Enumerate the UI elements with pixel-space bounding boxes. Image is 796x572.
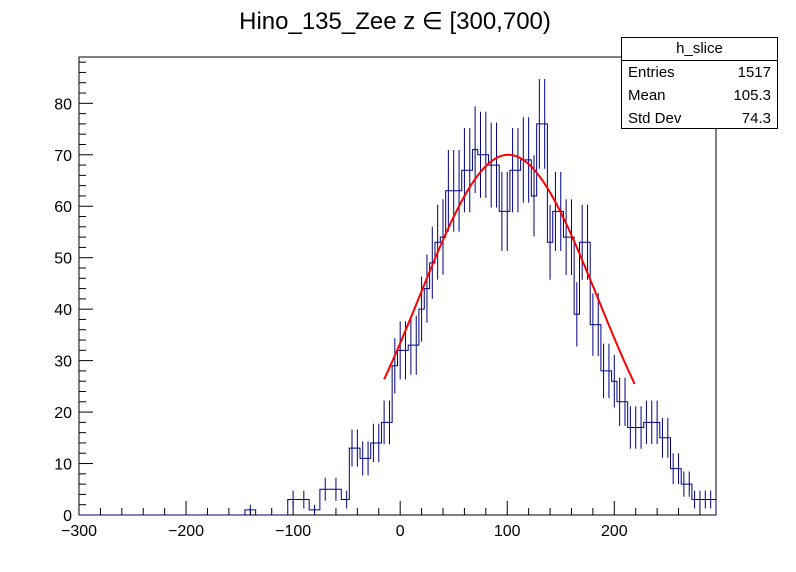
x-tick-label: 200 [601,523,628,540]
x-tick-label: −100 [275,523,311,540]
x-axis: −300 −200 −100 0 100 200 [61,501,701,540]
x-tick-label: 0 [396,523,405,540]
stats-row-stddev: Std Dev 74.3 [622,107,777,130]
stats-label: Entries [628,64,675,81]
chart-title: Hino_135_Zee z ∈ [300,700) [239,8,551,35]
fit-curve-group [383,153,636,385]
stats-value: 105.3 [733,87,771,104]
error-bars [249,79,712,515]
fit-curve [383,153,636,385]
stats-value: 1517 [737,64,771,81]
y-tick-label: 80 [54,96,72,113]
y-tick-label: 40 [54,302,72,319]
stats-box: h_slice Entries 1517 Mean 105.3 Std Dev … [621,37,778,129]
y-tick-label: 0 [63,508,72,525]
stats-value: 74.3 [741,110,771,127]
x-tick-label: 100 [494,523,521,540]
stats-row-mean: Mean 105.3 [622,84,777,107]
y-tick-label: 10 [54,457,72,474]
x-tick-label: −200 [168,523,204,540]
y-tick-label: 70 [54,148,72,165]
y-tick-label: 30 [54,354,72,371]
histogram-outline [79,123,717,516]
y-tick-label: 60 [54,199,72,216]
x-tick-label: −300 [61,523,97,540]
y-tick-label: 50 [54,251,72,268]
histogram-series [79,123,717,516]
stats-label: Mean [628,87,666,104]
plot-frame [78,56,717,516]
y-tick-label: 20 [54,405,72,422]
stats-row-entries: Entries 1517 [622,61,777,84]
stats-label: Std Dev [628,110,682,127]
stats-title: h_slice [622,38,777,61]
y-axis: 0 10 20 30 40 50 60 70 80 [54,61,93,525]
